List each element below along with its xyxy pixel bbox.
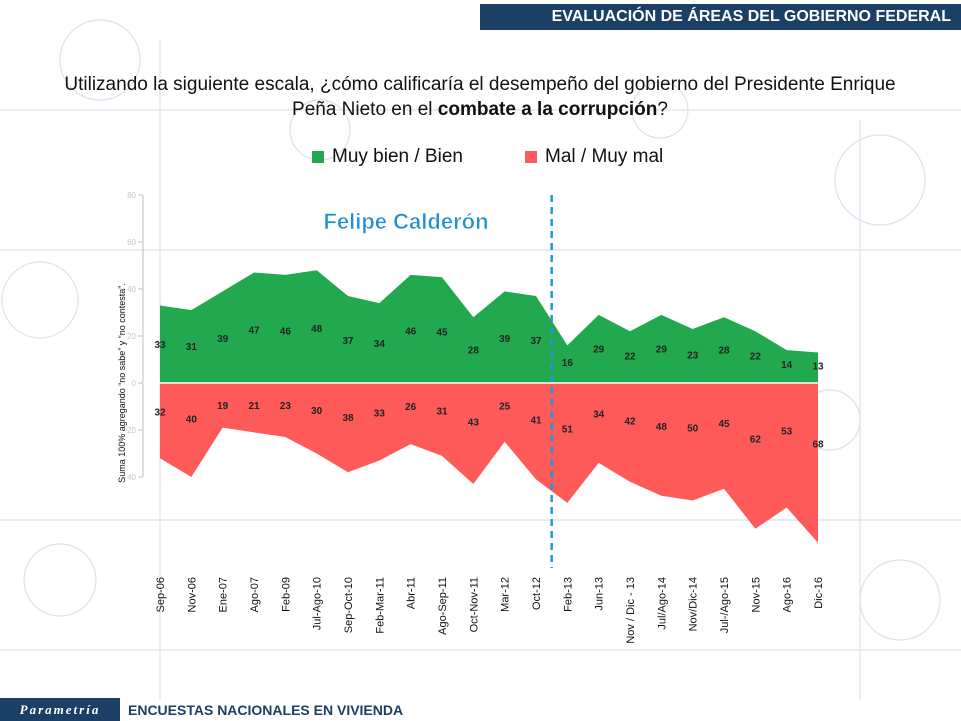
data-label-negative: 68 — [812, 440, 824, 451]
data-label-negative: 23 — [280, 401, 292, 412]
x-tick-label: Ago-16 — [782, 577, 794, 612]
x-tick-label: Nov/Dic-14 — [688, 577, 700, 631]
chart-legend: Muy bien / Bien Mal / Muy mal — [0, 146, 961, 170]
data-label-negative: 33 — [374, 408, 386, 419]
question-bold: combate a la corrupción — [437, 99, 658, 120]
data-label-positive: 39 — [499, 334, 511, 345]
x-tick-label: Feb-Mar-11 — [374, 577, 386, 634]
data-label-positive: 16 — [562, 358, 574, 369]
question-prefix: Utilizando la siguiente escala, ¿cómo ca… — [64, 74, 896, 120]
data-label-positive: 28 — [468, 345, 480, 356]
data-label-negative: 38 — [342, 413, 354, 424]
data-label-positive: 29 — [656, 344, 668, 355]
y-tick-label: 40 — [127, 285, 136, 294]
data-label-positive: 46 — [280, 326, 292, 337]
data-label-negative: 40 — [186, 415, 198, 426]
x-tick-label: Dic-16 — [813, 577, 825, 609]
data-label-negative: 48 — [656, 422, 668, 433]
legend-label-negative: Mal / Muy mal — [545, 146, 664, 167]
legend-item-positive: Muy bien / Bien — [312, 146, 463, 168]
y-tick-label: -20 — [124, 426, 136, 435]
data-label-positive: 13 — [812, 361, 824, 372]
x-tick-label: Jul-/Ago-15 — [719, 577, 731, 633]
y-tick-label: 80 — [127, 191, 136, 200]
legend-swatch-negative — [525, 151, 537, 163]
x-tick-label: Nov-15 — [750, 577, 762, 612]
x-tick-label: Ago-07 — [249, 577, 261, 612]
data-label-positive: 37 — [342, 336, 354, 347]
x-tick-label: Sep-Oct-10 — [343, 577, 355, 633]
y-tick-label: 60 — [127, 238, 136, 247]
data-label-negative: 26 — [405, 402, 417, 413]
data-label-negative: 25 — [499, 401, 511, 412]
area-negative — [160, 383, 818, 543]
data-label-positive: 46 — [405, 326, 417, 337]
x-tick-label: Jul-Ago-10 — [312, 577, 324, 630]
x-tick-label: Nov-06 — [186, 577, 198, 612]
footer-text: ENCUESTAS NACIONALES EN VIVIENDA — [128, 702, 404, 718]
x-tick-label: Nov / Dic - 13 — [625, 577, 637, 644]
x-tick-label: Feb-09 — [280, 577, 292, 612]
x-tick-label: Jul/Ago-14 — [656, 577, 668, 630]
legend-swatch-positive — [312, 151, 324, 163]
data-label-negative: 30 — [311, 406, 323, 417]
data-label-positive: 22 — [624, 352, 636, 363]
data-label-negative: 51 — [562, 425, 574, 436]
header-title: EVALUACIÓN DE ÁREAS DEL GOBIERNO FEDERAL — [480, 4, 961, 30]
y-tick-label: 0 — [132, 379, 137, 388]
data-label-negative: 42 — [624, 417, 636, 428]
data-label-positive: 45 — [436, 327, 448, 338]
data-label-positive: 28 — [718, 345, 730, 356]
data-label-negative: 50 — [687, 424, 699, 435]
data-label-positive: 29 — [593, 344, 605, 355]
x-tick-label: Oct-12 — [531, 577, 543, 610]
data-label-positive: 14 — [781, 360, 793, 371]
x-tick-label: Feb-13 — [562, 577, 574, 612]
x-tick-label: Mar-12 — [500, 577, 512, 612]
data-label-positive: 34 — [374, 339, 386, 350]
data-label-negative: 45 — [718, 419, 730, 430]
y-tick-label: 20 — [127, 332, 136, 341]
legend-label-positive: Muy bien / Bien — [332, 146, 463, 167]
data-label-positive: 33 — [154, 340, 166, 351]
data-label-negative: 21 — [248, 401, 260, 412]
y-tick-label: -40 — [124, 473, 136, 482]
data-label-positive: 48 — [311, 324, 323, 335]
area-chart: -40 -20 0 20 40 60 80 Felipe Calderón 33 31 39 47 46… — [117, 191, 825, 644]
data-label-positive: 23 — [687, 351, 699, 362]
x-tick-label: Abr-11 — [406, 577, 418, 609]
y-axis-label: Suma 100% agregando “no sabe” y “no cont… — [117, 283, 127, 483]
data-label-positive: 47 — [248, 325, 260, 336]
legend-item-negative: Mal / Muy mal — [525, 146, 663, 168]
data-label-negative: 43 — [468, 417, 480, 428]
question-text: Utilizando la siguiente escala, ¿cómo ca… — [40, 72, 920, 122]
data-label-negative: 53 — [781, 426, 793, 437]
question-suffix: ? — [657, 99, 668, 120]
data-label-positive: 22 — [750, 352, 762, 363]
data-label-negative: 41 — [530, 416, 542, 427]
data-label-negative: 19 — [217, 401, 229, 412]
data-label-negative: 34 — [593, 409, 605, 420]
data-label-negative: 32 — [154, 408, 166, 419]
x-tick-label: Oct-Nov-11 — [468, 577, 480, 632]
data-label-positive: 31 — [186, 342, 198, 353]
x-tick-label: Jun-13 — [594, 577, 606, 611]
footer-brand-logo: Parametría — [0, 698, 120, 721]
data-label-negative: 31 — [436, 407, 448, 418]
x-tick-label: Ene-07 — [218, 577, 230, 612]
data-label-positive: 39 — [217, 334, 229, 345]
x-tick-label: Sep-06 — [155, 577, 167, 612]
data-label-negative: 62 — [750, 434, 762, 445]
x-tick-label: Ago-Sep-11 — [437, 577, 449, 635]
data-label-positive: 37 — [530, 336, 542, 347]
annotation-label: Felipe Calderón — [323, 209, 488, 234]
area-positive — [160, 270, 818, 383]
